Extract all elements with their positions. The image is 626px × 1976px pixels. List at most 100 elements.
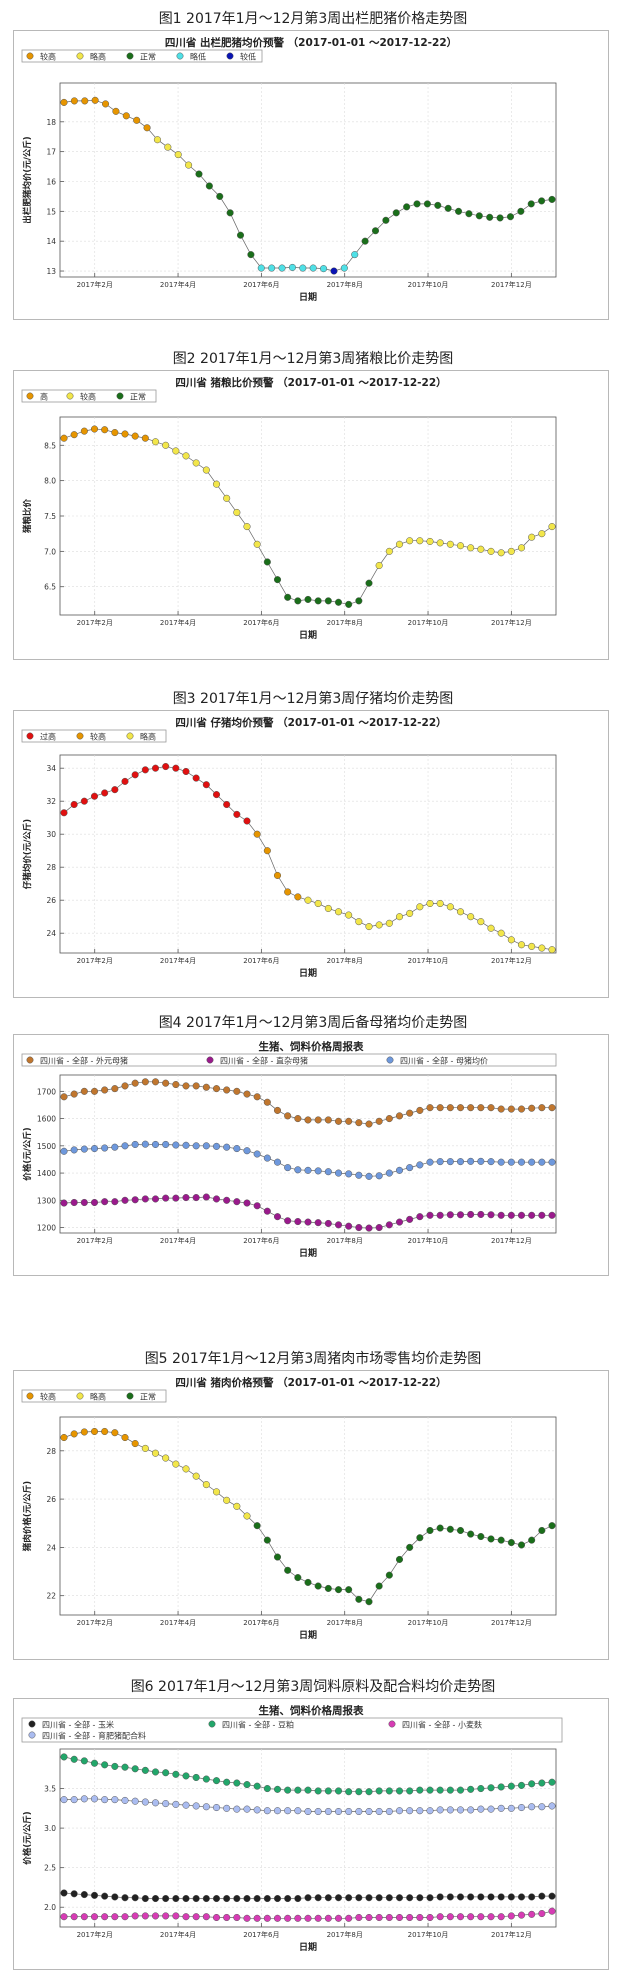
data-point (151, 764, 160, 772)
data-point (406, 1543, 414, 1551)
data-point (334, 908, 343, 916)
data-point (273, 1106, 282, 1114)
data-point (80, 1198, 88, 1207)
data-point (174, 151, 182, 159)
data-point (436, 1211, 444, 1219)
data-point (60, 1913, 68, 1921)
data-point (517, 1781, 526, 1789)
series-0 (60, 1427, 556, 1606)
data-point (517, 207, 525, 215)
plot-area (59, 1074, 557, 1234)
chart-panel-fig6: 生猪、饲料价格周报表 四川省 - 全部 - 玉米 四川省 - 全部 - 豆粕 四川省 … (13, 1698, 609, 1970)
data-point (263, 1807, 271, 1815)
data-point (263, 1914, 271, 1922)
data-point (111, 786, 119, 794)
legend-marker (26, 392, 34, 400)
data-point (324, 1914, 332, 1922)
data-point (426, 1786, 434, 1794)
data-point (416, 1106, 424, 1114)
data-point (487, 1535, 495, 1543)
data-point (517, 1911, 526, 1919)
data-point (223, 800, 231, 809)
data-point (212, 791, 221, 799)
data-point (141, 1894, 149, 1903)
data-point (131, 1765, 139, 1773)
data-point (192, 459, 200, 467)
data-point (233, 1502, 241, 1510)
data-point (365, 579, 373, 587)
data-point (284, 1217, 292, 1225)
data-point (426, 1913, 434, 1922)
data-point (121, 1196, 129, 1204)
data-point (446, 1913, 454, 1921)
data-point (253, 1202, 261, 1210)
data-point (172, 1141, 180, 1149)
data-point (131, 432, 139, 440)
data-point (162, 1079, 170, 1087)
data-point (233, 1913, 241, 1922)
data-point (257, 264, 265, 272)
data-point (477, 1210, 485, 1219)
data-point (304, 1218, 312, 1226)
data-point (487, 1158, 495, 1166)
data-point (212, 1777, 221, 1785)
data-point (467, 544, 475, 552)
data-point (90, 1891, 99, 1899)
data-point (314, 1167, 322, 1175)
data-point (111, 1143, 119, 1151)
data-point (121, 1142, 129, 1150)
data-point (284, 888, 292, 896)
data-point (182, 1194, 190, 1202)
data-point (477, 545, 485, 553)
data-point (101, 1913, 109, 1921)
data-point (456, 1211, 465, 1219)
legend-marker (28, 1720, 36, 1728)
data-point (355, 1171, 363, 1179)
legend-marker (26, 52, 34, 60)
data-point (294, 1807, 302, 1815)
data-point (548, 1104, 556, 1112)
data-point (223, 1913, 231, 1922)
data-point (202, 1894, 210, 1903)
data-point (151, 1799, 160, 1807)
data-point (406, 537, 414, 545)
data-point (456, 1786, 465, 1794)
data-point (382, 216, 390, 224)
data-point (416, 903, 424, 911)
data-point (212, 1803, 221, 1812)
x-tick-label: 2017年10月 (408, 1930, 449, 1939)
data-point (202, 1775, 210, 1783)
data-point (375, 1117, 383, 1125)
y-tick-label: 1300 (37, 1196, 56, 1205)
chart-title: 四川省 猪肉价格预警 （2017-01-01 ～2017-12-22） (175, 1376, 446, 1389)
data-point (355, 1807, 363, 1816)
data-point (80, 797, 88, 805)
data-point (528, 1893, 536, 1901)
data-point (121, 777, 129, 785)
data-point (355, 1894, 363, 1902)
data-point (385, 1894, 393, 1902)
x-axis-label: 日期 (299, 1247, 317, 1259)
data-point (467, 1104, 475, 1112)
data-point (345, 1117, 353, 1125)
data-point (456, 1893, 465, 1901)
data-point (548, 1158, 556, 1166)
data-point (304, 896, 312, 904)
data-point (517, 1803, 526, 1812)
data-point (111, 1085, 119, 1093)
data-point (223, 1496, 231, 1504)
data-point (223, 1804, 231, 1812)
legend-marker (126, 52, 134, 60)
x-tick-label: 2017年2月 (77, 280, 113, 289)
data-point (90, 1759, 99, 1767)
data-point (182, 1801, 190, 1809)
chart-legend: 四川省 - 全部 - 玉米 四川省 - 全部 - 豆粕 四川省 - 全部 - 小麦麸… (21, 1717, 563, 1743)
data-point (233, 1779, 241, 1787)
data-point (202, 1803, 210, 1811)
data-point (90, 1427, 99, 1436)
y-tick-label: 8.5 (44, 441, 56, 450)
data-point (60, 434, 68, 442)
y-tick-label: 1400 (37, 1169, 56, 1178)
data-point (477, 1785, 485, 1793)
data-point (263, 1207, 271, 1215)
